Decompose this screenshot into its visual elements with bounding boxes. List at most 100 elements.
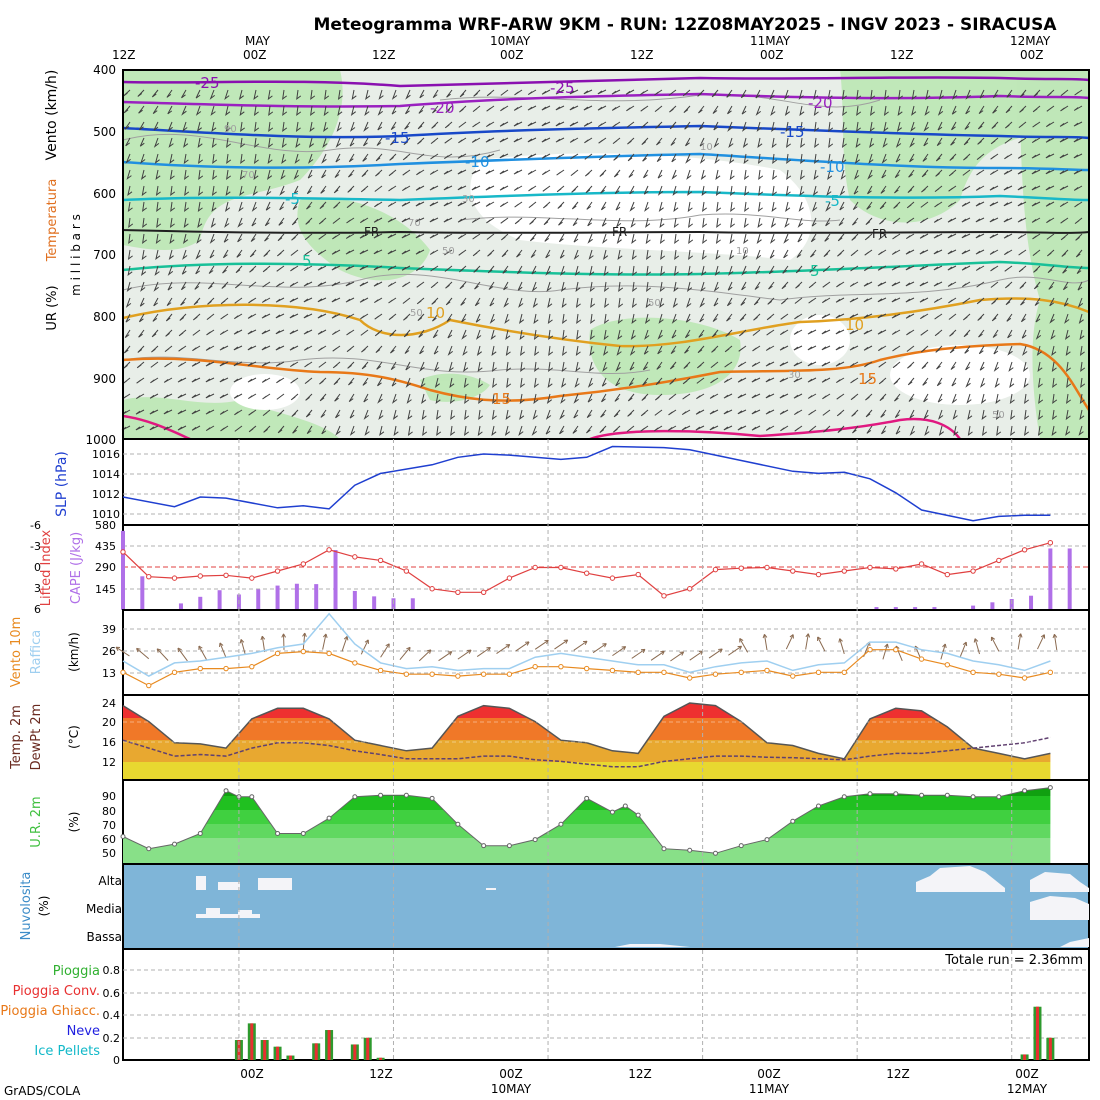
wind-barb: [268, 121, 274, 133]
wind-barb: [192, 345, 201, 352]
wind-barb: [877, 297, 887, 303]
wind-arrow: [1037, 634, 1045, 650]
wind-barb: [682, 377, 691, 385]
wind-barb: [1009, 377, 1015, 389]
wind-barb: [870, 105, 875, 117]
wind-barb: [138, 105, 145, 114]
wind-barb: [992, 89, 999, 99]
wind-barb: [478, 393, 484, 405]
wind-barb: [920, 217, 929, 224]
wind-barb: [418, 329, 425, 338]
wind-barb: [1059, 153, 1069, 159]
wind-barb: [963, 137, 971, 146]
wind-arrow: [670, 651, 684, 662]
wind-barb: [603, 265, 609, 277]
wind-barb: [150, 361, 159, 368]
wind-barb: [906, 201, 915, 209]
wind-barb: [808, 409, 817, 416]
li-point: [352, 554, 358, 560]
wind-barb: [1063, 297, 1069, 307]
wind-barb: [772, 153, 778, 165]
wind-barb: [360, 313, 369, 320]
wind-barb: [716, 217, 722, 229]
wind-barb: [654, 409, 663, 416]
wind-barb: [472, 121, 481, 128]
wind-barb: [586, 201, 593, 210]
wind-barb: [813, 89, 819, 101]
wind-barb: [729, 153, 735, 165]
wind-barb: [709, 409, 719, 415]
wind-barb: [671, 153, 677, 163]
wind-barb: [226, 153, 232, 165]
wind-barb: [768, 281, 775, 290]
wind-barb: [323, 105, 329, 117]
wind-barb: [835, 297, 845, 303]
wind-barb: [1004, 249, 1013, 256]
wind-arrow: [785, 634, 794, 650]
wind-arrow: [739, 638, 749, 653]
wind-barb: [168, 249, 174, 260]
cape-bar: [391, 598, 396, 610]
wind-barb: [576, 329, 582, 341]
wind-barb: [292, 425, 299, 434]
wind-barb: [1051, 361, 1057, 373]
wind-barb: [485, 201, 495, 207]
legend-pioggia-ghiacc: Pioggia Ghiacc.: [0, 1004, 100, 1019]
wind-barb: [333, 377, 341, 385]
wind-arrow: [341, 636, 348, 652]
wind-barb: [990, 153, 999, 160]
wind-barb: [643, 185, 649, 195]
wind-barb: [673, 281, 679, 292]
wind-barb: [1051, 345, 1057, 357]
wind-barb: [823, 425, 831, 433]
wind-barb: [251, 201, 258, 212]
wind-barb: [205, 393, 215, 399]
wind-barb: [489, 297, 495, 307]
wind-barb: [304, 377, 313, 384]
li-point: [1047, 540, 1054, 546]
wind-point: [249, 663, 255, 670]
slp-panel-frame: [122, 438, 1090, 526]
wind-barb: [459, 89, 467, 98]
wind-barb: [141, 185, 147, 197]
wind-barb: [686, 297, 692, 308]
li-tick-m6: -6: [30, 519, 41, 532]
mb-tick-1000: 1000: [85, 433, 116, 447]
wind-barb: [850, 249, 859, 257]
wind-barb: [402, 153, 411, 161]
wind-arrow-head: [582, 640, 588, 646]
wind-barb: [541, 121, 551, 127]
top-label-00z-b: 00Z: [500, 48, 524, 62]
wind-barb: [849, 297, 859, 303]
wind-barb: [197, 201, 203, 213]
wind-barb: [167, 281, 173, 291]
wind-barb: [346, 217, 355, 224]
cape-ticks: 580 435 290 145: [95, 519, 116, 596]
wind-barb: [644, 313, 651, 324]
wind-barb: [306, 201, 313, 210]
wind-barb: [137, 89, 145, 97]
wind-barb: [464, 425, 469, 437]
wind-barb: [212, 169, 218, 181]
wind-barb: [345, 265, 355, 271]
wind-barb: [165, 313, 173, 322]
wind-barb: [359, 265, 369, 271]
wind-barb: [436, 409, 441, 421]
wind-barb: [153, 137, 160, 148]
wind-barb: [165, 329, 173, 337]
wind-barb: [558, 217, 565, 226]
wind-barb: [374, 329, 383, 337]
wind-barb: [618, 281, 624, 293]
wind-barb: [921, 169, 929, 178]
wind-barb: [363, 137, 369, 147]
wind-barb: [561, 361, 567, 373]
wind-barb: [807, 377, 817, 383]
wind-barb: [239, 169, 245, 181]
wind-barb: [388, 313, 397, 321]
wind-barb: [225, 185, 231, 196]
wind-barb: [1009, 393, 1015, 405]
wind-barb: [627, 137, 635, 145]
wind-barb: [212, 153, 218, 165]
wind-barb: [923, 137, 929, 147]
wind-barb: [964, 121, 971, 130]
